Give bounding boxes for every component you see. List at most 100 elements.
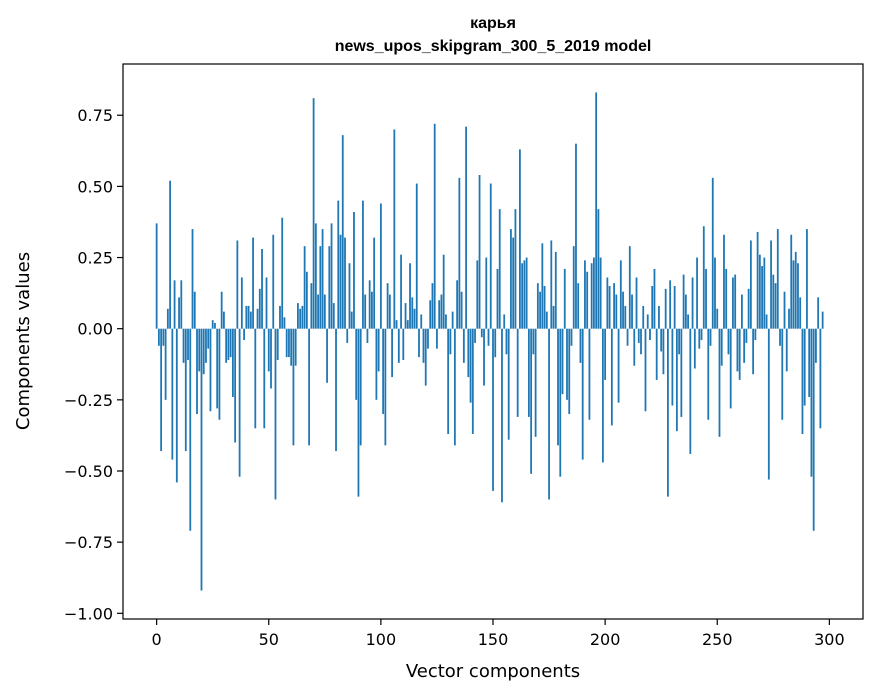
bar [615,294,618,329]
bar [732,277,734,329]
bar [314,223,317,329]
bar [303,246,306,329]
bar [624,305,627,329]
bar [236,240,239,329]
bar [613,283,615,329]
bar [429,300,432,329]
bar [649,328,651,341]
bar [178,297,180,329]
bar [637,328,640,343]
bar [593,257,595,329]
bar [207,328,210,349]
bar [173,280,176,329]
bar [723,234,725,329]
bar [171,328,174,460]
bar [727,328,730,355]
bar [189,328,192,531]
bar [658,305,660,329]
bar [684,294,687,329]
bar [799,297,802,329]
bar [276,328,279,360]
bar [599,257,602,329]
bar [608,286,611,329]
bar [440,294,443,329]
bar [267,328,270,372]
bar [373,237,376,329]
bar [445,314,447,329]
bar [691,277,694,329]
bar [527,328,530,417]
bar [411,297,414,329]
bar [436,328,438,349]
bar [388,294,391,329]
bar [223,311,225,329]
bar [519,149,521,329]
bar [700,328,703,341]
bar [406,320,409,329]
bar [263,328,266,429]
y-tick-label: −1.00 [64,604,113,623]
bar [756,231,759,329]
bar [191,229,194,329]
bar [292,328,295,446]
bar [776,229,779,329]
bar [577,283,580,329]
bar [736,328,739,372]
bar [586,271,589,329]
bar [420,314,423,329]
x-axis: 0 50 100 150 200 250 300 [152,619,845,649]
y-tick-label: 0.75 [77,106,113,125]
bar [595,92,598,329]
bar [747,288,750,329]
bar [214,323,216,329]
y-axis-label: Components values [13,252,34,430]
bar [371,291,373,329]
bar [590,263,593,329]
bar [707,328,710,420]
bar [530,328,533,474]
bar [362,200,364,329]
bar [368,280,371,329]
bar [525,257,528,329]
bar [738,328,741,380]
bar [559,328,562,477]
bar [442,254,445,329]
bar [619,260,622,329]
bar [635,277,638,329]
bar [227,328,230,360]
bar [790,234,793,329]
bar [646,314,649,329]
x-tick-label: 250 [702,630,733,649]
bar [788,308,790,329]
bar [675,328,678,432]
bar [391,328,393,378]
bar [783,291,786,329]
bar [702,226,705,329]
bar [680,328,683,417]
bar [810,328,813,477]
x-tick-label: 300 [814,630,845,649]
bar [216,328,219,409]
bar [557,328,559,446]
bar [483,328,485,386]
bar [310,283,313,329]
bar [465,126,467,329]
bar [169,180,171,329]
bar [536,283,539,329]
bar [337,200,340,329]
bar [332,303,335,329]
bar [539,291,541,329]
bar [330,223,333,329]
x-tick-label: 150 [478,630,509,649]
bar [808,328,811,397]
bar [346,328,349,343]
bar [317,294,319,329]
bar [350,311,353,329]
bar [572,246,575,329]
bar [249,311,252,329]
bar [597,209,600,329]
bar [274,328,277,500]
bar [288,328,290,358]
bar [785,328,788,372]
bar [254,328,257,429]
